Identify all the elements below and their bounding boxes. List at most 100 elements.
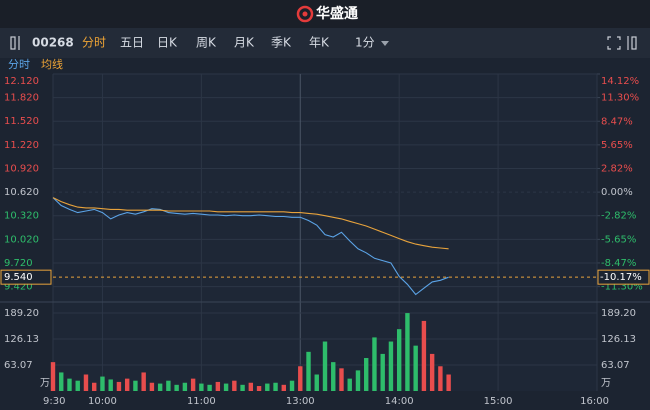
x-tick-label: 9:30 [43,396,65,407]
last-pct-box [597,269,650,285]
last-price-label: 9.540 [4,272,33,283]
y-tick-label: 11.520 [4,116,39,127]
y-tick-label: 11.220 [4,140,39,151]
toolbar [0,28,650,58]
volume-bar [265,383,270,391]
period-tab[interactable]: 五日 [120,36,144,50]
x-tick-label: 11:00 [187,396,216,407]
series-line [52,197,449,250]
volume-bar [446,374,451,391]
volume-bar [166,380,171,391]
volume-bar [83,374,89,391]
y2-tick-label: 2.82% [601,164,633,175]
y2-tick-label: -8.47% [601,258,636,269]
volume-bar [306,351,311,391]
volume-bar [182,382,188,391]
volume-bar [223,383,229,391]
period-tab[interactable]: 日K [157,36,178,50]
volume-bar [396,329,402,391]
x-tick-label: 16:00 [580,396,609,407]
volume-bar [133,380,138,391]
volume-bar [314,374,319,391]
volume-bar [355,370,361,391]
y2-tick-label: 0.00% [601,187,633,198]
volume-bar [298,366,303,391]
volume-bar [256,386,262,391]
volume-bar [232,380,237,391]
volume-bar [322,341,328,391]
volume-bar [339,368,344,391]
series-line [52,197,449,296]
header-bar [0,0,650,28]
volume-bar [429,353,435,391]
volume-bar [215,381,221,391]
stock-code: 00268 [32,36,74,50]
volume-bar [248,382,254,391]
volume-bar [124,378,130,391]
y-tick-label: 10.920 [4,163,39,174]
volume-unit: 万 [601,378,611,389]
volume-bar [273,382,278,391]
fullscreen-icon[interactable] [607,36,621,50]
logo-text: 华盛通 [316,5,358,22]
y-tick-label: 12.120 [4,76,39,87]
sidebar-toggle[interactable] [10,36,20,50]
last-price-box [0,269,52,285]
volume-bar [364,358,369,391]
y-tick-label: 11.820 [4,93,39,104]
y2-tick-label: 11.30% [601,93,639,104]
volume-tick-label: 189.20 [601,308,636,319]
y2-tick-label: -2.82% [601,211,636,222]
x-tick-label: 15:00 [484,396,513,407]
volume-bar [141,372,146,391]
period-tab[interactable]: 周K [196,36,217,50]
y2-tick-label: 14.12% [601,76,639,87]
volume-bar [174,384,179,391]
legend-entry[interactable]: 分时 [8,58,30,71]
volume-bar [116,381,122,391]
volume-bar [347,378,352,391]
volume-tick-label: 63.07 [4,360,33,371]
period-tab[interactable]: 季K [271,36,292,50]
volume-bar [157,383,163,391]
plot-area [53,74,597,391]
y-tick-label: 10.620 [4,187,39,198]
volume-bar [207,384,212,391]
volume-bar [413,345,418,391]
volume-bar [240,384,245,391]
y2-tick-label: -11.30% [601,282,643,293]
dropdown-arrow[interactable] [381,41,389,46]
volume-bar [190,378,196,391]
period-tab[interactable]: 年K [309,36,330,50]
volume-tick-label: 126.13 [601,334,636,345]
volume-bar [380,353,385,391]
period-tab[interactable]: 月K [234,36,255,50]
volume-tick-label: 189.20 [4,308,39,319]
y2-tick-label: -5.65% [601,234,636,245]
volume-bar [59,372,64,391]
volume-bar [108,379,113,391]
y-tick-label: 10.020 [4,234,39,245]
volume-bar [92,382,97,391]
y-tick-label: 10.320 [4,211,39,222]
volume-unit: 万 [40,378,50,389]
interval-select[interactable]: 1分 [355,36,375,50]
period-tab[interactable]: 分时 [82,36,106,50]
volume-bar [421,320,427,391]
y2-tick-label: 5.65% [601,140,633,151]
volume-tick-label: 63.07 [601,360,630,371]
volume-bar [281,384,286,391]
volume-bar [199,383,204,391]
x-tick-label: 10:00 [88,396,117,407]
volume-bar [405,313,410,391]
volume-bar [289,380,295,391]
volume-bar [331,362,336,391]
volume-bar [372,337,377,391]
volume-bar [149,382,155,391]
volume-bar [438,366,443,391]
panel-icon[interactable] [627,36,637,50]
legend-entry[interactable]: 均线 [41,57,63,71]
volume-bar [388,341,394,391]
last-pct-label: -10.17% [600,272,642,283]
